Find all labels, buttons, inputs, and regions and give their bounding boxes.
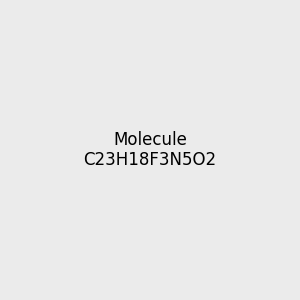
Text: Molecule
C23H18F3N5O2: Molecule C23H18F3N5O2 (83, 130, 217, 170)
